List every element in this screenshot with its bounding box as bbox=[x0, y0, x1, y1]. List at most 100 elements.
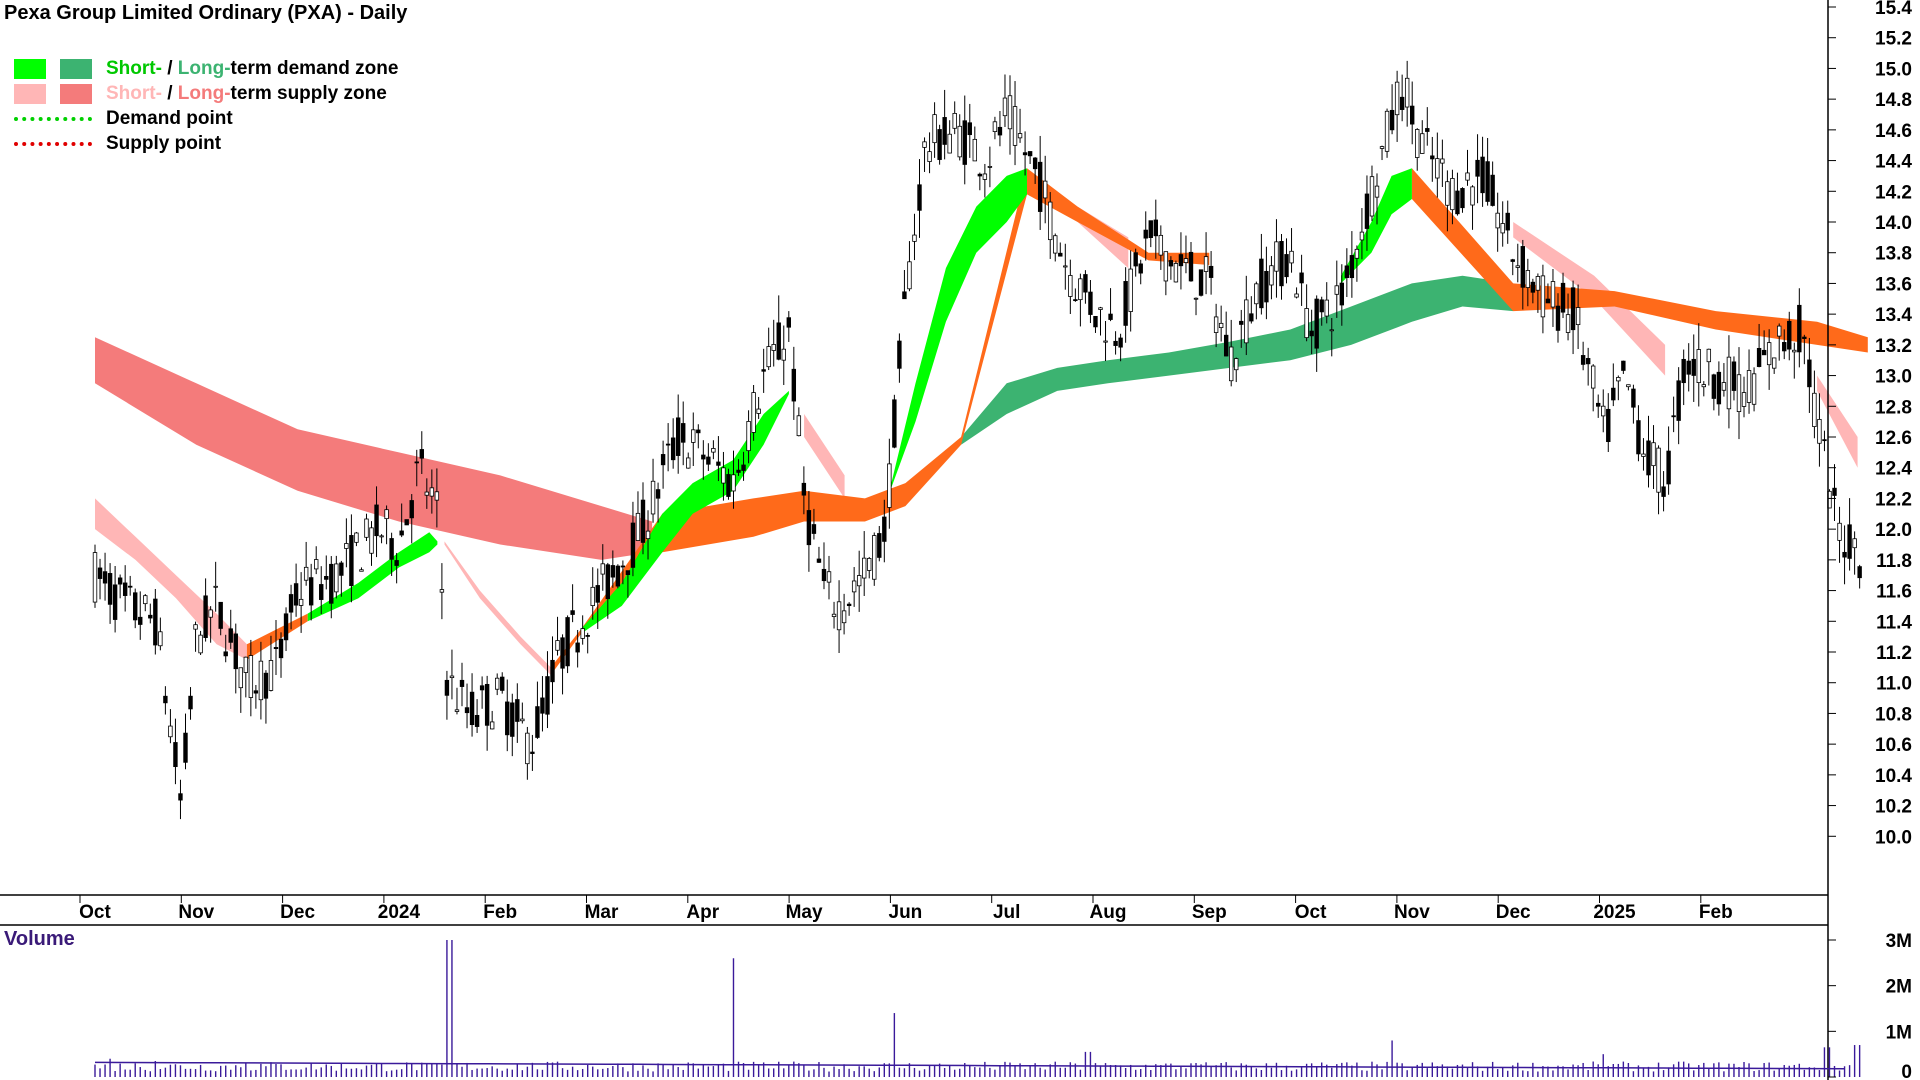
candle-body bbox=[1450, 178, 1455, 211]
candle-body bbox=[625, 570, 631, 575]
x-axis-ticks: Oct Nov Dec 2024 Feb Mar Apr May Jun Jul Aug Sep Oct… bbox=[79, 895, 1733, 923]
candle-body bbox=[947, 133, 952, 154]
y-tick-label: 13.8 bbox=[1875, 244, 1912, 265]
candle-body bbox=[1299, 272, 1304, 284]
candle-body bbox=[907, 261, 912, 290]
candle-body bbox=[163, 695, 168, 704]
candle-body bbox=[1088, 291, 1093, 315]
candle-body bbox=[459, 679, 465, 687]
candle-body bbox=[836, 601, 842, 631]
candle-body bbox=[917, 184, 922, 211]
candle-body bbox=[203, 595, 208, 638]
candle-body bbox=[133, 592, 138, 621]
candle-body bbox=[1073, 299, 1078, 302]
candle-body bbox=[1133, 252, 1138, 267]
candle-body bbox=[655, 489, 661, 499]
candle-body bbox=[1138, 263, 1143, 274]
legend-demand-long: Long- bbox=[177, 57, 231, 79]
candle-body bbox=[153, 598, 158, 646]
candle-body bbox=[283, 613, 289, 641]
price-candles bbox=[92, 60, 1862, 820]
candle-body bbox=[173, 742, 178, 768]
candle-body bbox=[107, 573, 113, 605]
candle-body bbox=[1500, 223, 1505, 234]
candle-body bbox=[675, 417, 681, 456]
candle-body bbox=[314, 559, 319, 570]
candle-body bbox=[525, 732, 530, 765]
candle-body bbox=[706, 456, 711, 465]
short-supply-zone-band-4 bbox=[1513, 222, 1666, 376]
candle-body bbox=[1068, 275, 1073, 297]
candle-body bbox=[1007, 95, 1013, 130]
legend-supply-rest: term supply zone bbox=[230, 82, 387, 104]
candle-body bbox=[1590, 365, 1596, 389]
candle-body bbox=[1460, 188, 1465, 209]
candle-body bbox=[681, 423, 686, 443]
y-tick-label: 10.2 bbox=[1875, 797, 1912, 818]
legend: Short- / Long- term demand zone Short- /… bbox=[14, 56, 398, 156]
candle-body bbox=[168, 725, 173, 738]
candle-body bbox=[1837, 522, 1842, 541]
y-tick-label: 11.4 bbox=[1876, 612, 1912, 633]
candle-body bbox=[1530, 281, 1536, 293]
candle-body bbox=[1269, 265, 1274, 286]
candle-body bbox=[1641, 453, 1646, 457]
candle-body bbox=[1751, 373, 1757, 405]
candle-body bbox=[344, 543, 349, 549]
candle-body bbox=[1440, 158, 1445, 164]
candle-body bbox=[489, 721, 495, 730]
x-tick-label: Oct bbox=[79, 902, 111, 923]
candle-body bbox=[349, 535, 354, 587]
short-demand-zone-band-0 bbox=[307, 532, 438, 622]
candle-body bbox=[148, 614, 153, 619]
candle-body bbox=[1726, 356, 1732, 410]
candle-body bbox=[841, 610, 847, 624]
candle-body bbox=[213, 585, 218, 588]
candle-body bbox=[1550, 281, 1556, 308]
candle-body bbox=[806, 510, 812, 546]
candle-body bbox=[1540, 275, 1546, 318]
candle-body bbox=[937, 129, 942, 160]
candle-body bbox=[1234, 358, 1239, 371]
candle-body bbox=[1404, 77, 1410, 108]
candle-body bbox=[645, 530, 651, 540]
y-tick-label: 15.2 bbox=[1875, 29, 1912, 50]
candle-body bbox=[1123, 281, 1128, 326]
candle-body bbox=[1042, 180, 1048, 199]
candle-body bbox=[942, 117, 947, 145]
candle-body bbox=[510, 702, 515, 737]
candle-body bbox=[1198, 269, 1204, 296]
candle-body bbox=[122, 582, 128, 596]
candle-body bbox=[1093, 315, 1098, 328]
candle-body bbox=[530, 751, 535, 754]
legend-demand-zone: Short- / Long- term demand zone bbox=[14, 56, 398, 81]
y-tick-label: 14.6 bbox=[1875, 121, 1912, 142]
candle-body bbox=[464, 707, 470, 714]
candle-body bbox=[1857, 566, 1862, 579]
candle-body bbox=[595, 585, 600, 603]
y-tick-label: 12.0 bbox=[1875, 520, 1912, 541]
volume-tick-label: 0 bbox=[1901, 1062, 1912, 1080]
candle-body bbox=[1852, 538, 1857, 549]
candle-body bbox=[143, 595, 148, 605]
volume-bars bbox=[94, 940, 1861, 1077]
candle-body bbox=[1364, 193, 1370, 229]
crossover-zone-band-2 bbox=[1411, 168, 1868, 353]
candle-body bbox=[394, 560, 399, 566]
candle-body bbox=[278, 638, 284, 659]
candle-body bbox=[1339, 282, 1345, 306]
candle-body bbox=[233, 633, 238, 670]
candle-body bbox=[1691, 358, 1696, 376]
candle-body bbox=[1374, 185, 1380, 198]
candle-body bbox=[1555, 305, 1561, 331]
y-tick-label: 15.0 bbox=[1875, 59, 1912, 80]
legend-swatch-long-supply bbox=[60, 83, 92, 104]
candle-body bbox=[610, 565, 616, 578]
candle-body bbox=[1656, 447, 1661, 493]
candle-body bbox=[1128, 268, 1133, 312]
candle-body bbox=[912, 234, 917, 242]
candle-body bbox=[183, 732, 188, 763]
y-tick-label: 13.2 bbox=[1875, 336, 1912, 357]
candle-body bbox=[419, 449, 424, 459]
candle-body bbox=[1354, 248, 1360, 259]
